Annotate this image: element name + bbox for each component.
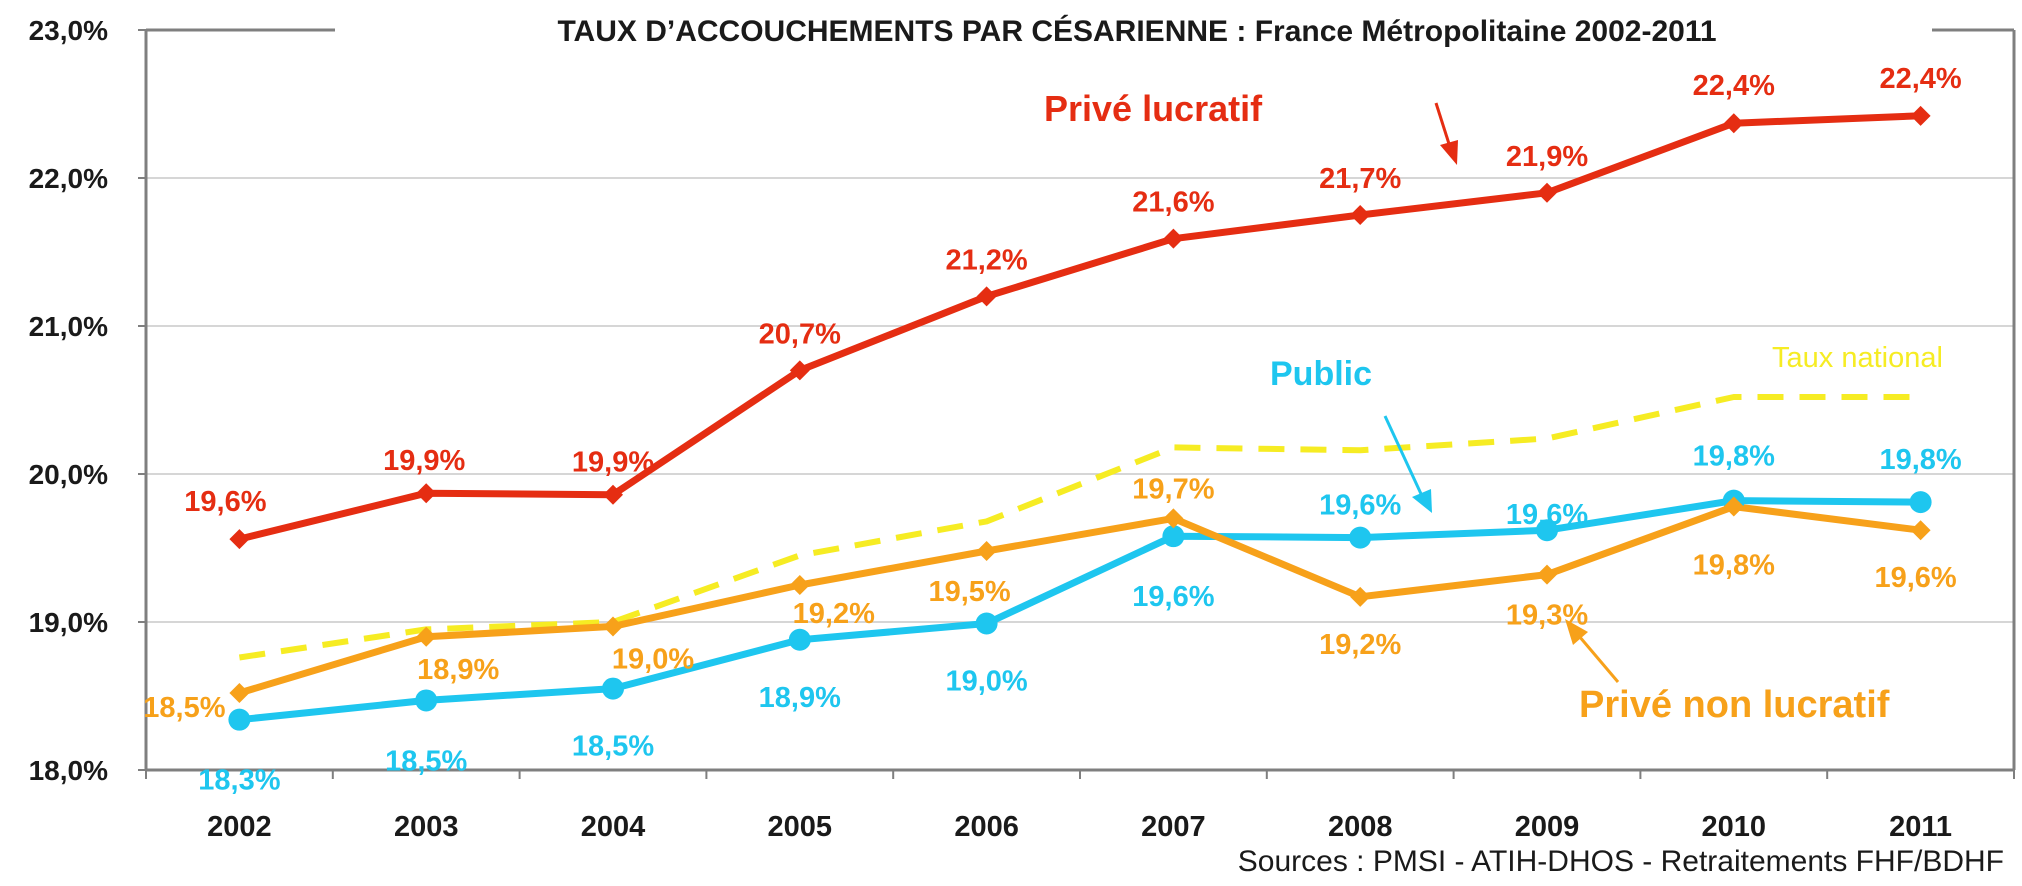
- point-prive-non-lucratif: [1350, 586, 1371, 607]
- x-tick-label: 2011: [1889, 811, 1952, 843]
- data-label-public: 18,9%: [759, 682, 841, 714]
- y-tick-label: 20,0%: [29, 459, 108, 490]
- y-tick-label: 21,0%: [29, 311, 108, 342]
- point-public: [788, 628, 811, 651]
- data-label-prive-non-lucratif: 19,0%: [612, 643, 694, 675]
- point-prive-non-lucratif: [603, 616, 623, 637]
- legend-public: Public: [1270, 355, 1372, 393]
- x-tick-label: 2009: [1515, 811, 1580, 843]
- y-tick-label: 22,0%: [29, 163, 108, 194]
- point-public: [415, 689, 438, 712]
- series-line-prive-lucratif: [235, 112, 1925, 543]
- x-tick-label: 2005: [768, 811, 833, 843]
- legend-taux-national: Taux national: [1772, 342, 1943, 374]
- point-public: [228, 708, 251, 731]
- x-tick-label: 2007: [1141, 811, 1206, 843]
- point-prive-lucratif: [603, 484, 623, 505]
- data-label-prive-non-lucratif: 19,2%: [793, 598, 875, 630]
- data-label-prive-lucratif: 19,6%: [184, 486, 266, 518]
- point-prive-non-lucratif: [1723, 496, 1744, 517]
- data-label-prive-non-lucratif: 19,2%: [1319, 629, 1401, 661]
- series-line-prive-non-lucratif: [235, 503, 1925, 697]
- arrow-prive-non-lucratif: [1565, 619, 1620, 683]
- chart-title: TAUX D’ACCOUCHEMENTS PAR CÉSARIENNE : Fr…: [557, 14, 1716, 48]
- point-prive-non-lucratif: [229, 683, 250, 704]
- data-label-prive-lucratif: 21,2%: [945, 244, 1027, 276]
- series-lines: [235, 112, 1925, 724]
- data-labels: 18,3% 18,5% 18,5% 18,9% 19,0% 19,6% 19,6% 19,6%…: [143, 63, 1962, 797]
- point-prive-lucratif: [1537, 182, 1557, 203]
- data-label-public: 18,5%: [385, 745, 467, 777]
- data-label-prive-lucratif: 20,7%: [759, 318, 841, 350]
- data-label-public: 19,6%: [1132, 581, 1214, 613]
- point-prive-lucratif: [976, 286, 997, 307]
- point-prive-non-lucratif: [976, 540, 997, 561]
- data-label-prive-lucratif: 21,6%: [1132, 187, 1214, 219]
- y-tick-label: 19,0%: [29, 607, 108, 638]
- point-prive-lucratif: [789, 360, 810, 381]
- data-label-prive-lucratif: 19,9%: [383, 445, 465, 477]
- data-label-public: 19,8%: [1693, 441, 1775, 473]
- point-public: [1162, 525, 1185, 548]
- point-prive-non-lucratif: [789, 575, 810, 595]
- y-axis-ticks: 18,0% 19,0% 20,0% 21,0% 22,0% 23,0%: [29, 15, 146, 786]
- point-public: [602, 677, 624, 700]
- gridlines: [146, 177, 2014, 623]
- legend-prive-lucratif: Privé lucratif: [1044, 88, 1263, 129]
- legend-prive-non-lucratif: Privé non lucratif: [1579, 684, 1890, 726]
- series-line-taux-national: [238, 394, 1921, 661]
- x-tick-label: 2006: [954, 811, 1019, 843]
- data-label-public: 19,6%: [1319, 490, 1401, 522]
- point-prive-lucratif: [1350, 205, 1371, 225]
- point-prive-lucratif: [229, 529, 250, 550]
- source-note: Sources : PMSI - ATIH-DHOS - Retraitemen…: [1238, 845, 2004, 878]
- x-tick-label: 2004: [581, 811, 646, 843]
- y-tick-label: 23,0%: [29, 15, 108, 46]
- data-label-prive-lucratif: 21,9%: [1506, 141, 1588, 173]
- x-tick-label: 2008: [1328, 811, 1393, 843]
- data-label-prive-non-lucratif: 19,8%: [1693, 550, 1775, 582]
- point-public: [1909, 491, 1932, 514]
- point-prive-non-lucratif: [1163, 508, 1184, 529]
- point-public: [1536, 519, 1558, 542]
- data-label-public: 18,5%: [572, 731, 654, 763]
- arrow-public: [1383, 415, 1432, 513]
- data-label-prive-lucratif: 22,4%: [1693, 70, 1775, 102]
- y-tick-label: 18,0%: [29, 755, 108, 786]
- x-tick-label: 2002: [207, 811, 272, 843]
- series-markers: [228, 105, 1932, 731]
- point-prive-non-lucratif: [416, 626, 437, 647]
- series-line-public: [235, 497, 1925, 724]
- data-label-prive-non-lucratif: 18,9%: [417, 654, 499, 686]
- x-tick-label: 2003: [394, 811, 459, 843]
- x-tick-label: 2010: [1702, 811, 1767, 843]
- point-public: [1349, 526, 1372, 549]
- point-prive-non-lucratif: [1537, 564, 1557, 585]
- point-prive-lucratif: [1723, 113, 1744, 134]
- data-label-prive-lucratif: 21,7%: [1319, 163, 1401, 195]
- data-label-prive-non-lucratif: 19,7%: [1132, 473, 1214, 505]
- arrow-prive-lucratif: [1434, 102, 1458, 165]
- data-label-prive-non-lucratif: 18,5%: [143, 692, 225, 724]
- x-axis-ticks: 2002 2003 2004 2005 2006 2007 2008 2009 2010 2011: [145, 770, 2015, 843]
- data-label-prive-non-lucratif: 19,5%: [928, 576, 1010, 608]
- point-prive-lucratif: [416, 483, 437, 504]
- data-label-prive-lucratif: 22,4%: [1879, 63, 1961, 95]
- data-label-public: 18,3%: [198, 765, 280, 797]
- data-label-prive-non-lucratif: 19,6%: [1874, 562, 1956, 594]
- point-prive-non-lucratif: [1910, 520, 1931, 541]
- point-prive-lucratif: [1910, 105, 1931, 126]
- data-label-public: 19,0%: [945, 665, 1027, 697]
- point-public: [975, 612, 998, 635]
- data-label-public: 19,8%: [1879, 444, 1961, 476]
- data-label-public: 19,6%: [1506, 499, 1588, 531]
- point-prive-lucratif: [1163, 228, 1184, 249]
- data-label-prive-lucratif: 19,9%: [572, 447, 654, 479]
